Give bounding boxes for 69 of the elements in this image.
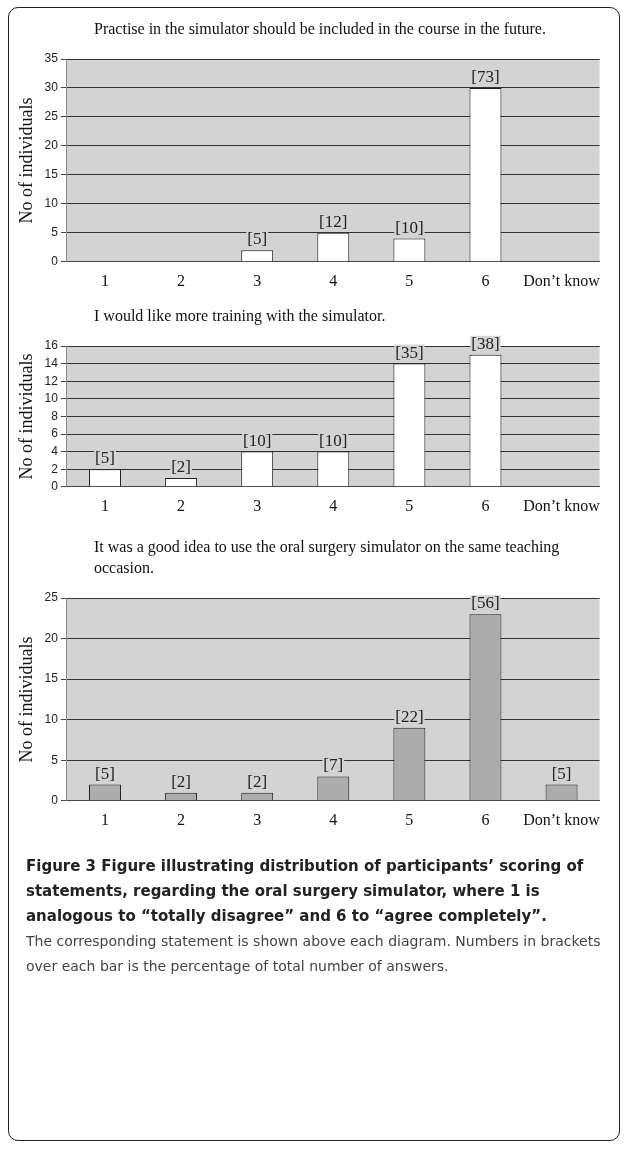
y-axis-title: No of individuals	[15, 353, 36, 480]
y-axis-title: No of individuals	[15, 636, 36, 763]
y-tick-label: 16	[44, 338, 59, 353]
annotation: [12]	[319, 211, 348, 231]
annotation: [73]	[471, 66, 500, 86]
y-tick-label: 0	[51, 793, 59, 808]
x-tick-label: 1	[100, 496, 109, 514]
y-tick-label: 14	[44, 355, 59, 370]
y-tick-label: 15	[44, 671, 59, 686]
y-tick-label: 10	[44, 391, 59, 406]
x-tick-label: 6	[481, 496, 490, 514]
y-tick-label: 4	[51, 443, 59, 458]
y-tick-label: 20	[44, 138, 59, 153]
annotation: [10]	[395, 217, 424, 237]
y-tick-label: 10	[44, 711, 59, 726]
x-tick-label: 5	[405, 271, 414, 289]
y-tick-label: 10	[44, 196, 59, 211]
y-tick-label: 2	[51, 461, 59, 476]
x-tick-label: Don’t know	[523, 271, 601, 289]
chart-title: It was a good idea to use the oral surgery simulator on the same teaching occasion.	[94, 537, 561, 578]
y-tick-label: 35	[44, 51, 59, 66]
annotation: [22]	[395, 706, 424, 726]
x-tick-label: 6	[481, 810, 490, 828]
annotation: [35]	[395, 342, 424, 362]
annotation: [10]	[243, 430, 272, 450]
y-tick-label: 5	[51, 752, 59, 767]
y-tick-label: 25	[44, 590, 59, 605]
text: The corresponding statement is shown above each diagram. Numbers in brackets over each bar is the percentage of total number of answers.	[26, 932, 602, 976]
annotation: [5]	[95, 763, 115, 783]
y-tick-label: 20	[44, 630, 59, 645]
x-tick-label: 4	[329, 496, 338, 514]
annotation: [2]	[247, 771, 268, 791]
x-tick-label: 2	[177, 810, 186, 828]
y-tick-label: 0	[51, 479, 59, 494]
x-tick-label: Don’t know	[523, 496, 601, 514]
x-tick-label: 1	[100, 810, 109, 828]
annotation: [7]	[323, 755, 344, 775]
y-tick-label: 6	[51, 426, 59, 441]
y-tick-label: 25	[44, 109, 59, 124]
annotation: [2]	[171, 771, 191, 791]
y-tick-label: 5	[51, 225, 59, 240]
x-tick-label: 2	[177, 271, 186, 289]
x-tick-label: 4	[329, 810, 338, 828]
annotation: [56]	[471, 593, 500, 613]
x-tick-label: 4	[329, 271, 338, 289]
x-tick-label: 3	[253, 810, 262, 828]
caption: Figure 3 Figure illustrating distribution of participants’ scoring of statements, regarding the oral surgery simulator, where 1 is analogous to “totally disagree” and 6 to “agree completely”.	[26, 856, 585, 927]
x-tick-label: 3	[253, 496, 262, 514]
annotation: [2]	[171, 456, 191, 476]
y-tick-label: 0	[51, 254, 59, 269]
annotation: [38]	[471, 333, 500, 353]
x-tick-label: 2	[177, 496, 186, 514]
x-tick-label: 6	[481, 271, 490, 289]
x-tick-label: 5	[405, 496, 414, 514]
y-axis-title: No of individuals	[15, 97, 36, 224]
x-tick-label: 5	[405, 810, 414, 828]
x-tick-label: 1	[100, 271, 109, 289]
chart-title: Practise in the simulator should be included in the course in the future.	[94, 19, 547, 39]
annotation: [5]	[551, 763, 572, 783]
annotation: [5]	[247, 229, 268, 249]
y-tick-label: 30	[44, 80, 59, 95]
x-tick-label: 3	[253, 271, 262, 289]
annotation: [5]	[95, 448, 115, 468]
y-tick-label: 15	[44, 167, 59, 182]
chart-title: I would like more training with the simulator.	[94, 306, 387, 326]
y-tick-label: 12	[44, 373, 59, 388]
annotation: [10]	[319, 430, 348, 450]
y-tick-label: 8	[51, 408, 59, 423]
x-tick-label: Don’t know	[523, 810, 601, 828]
